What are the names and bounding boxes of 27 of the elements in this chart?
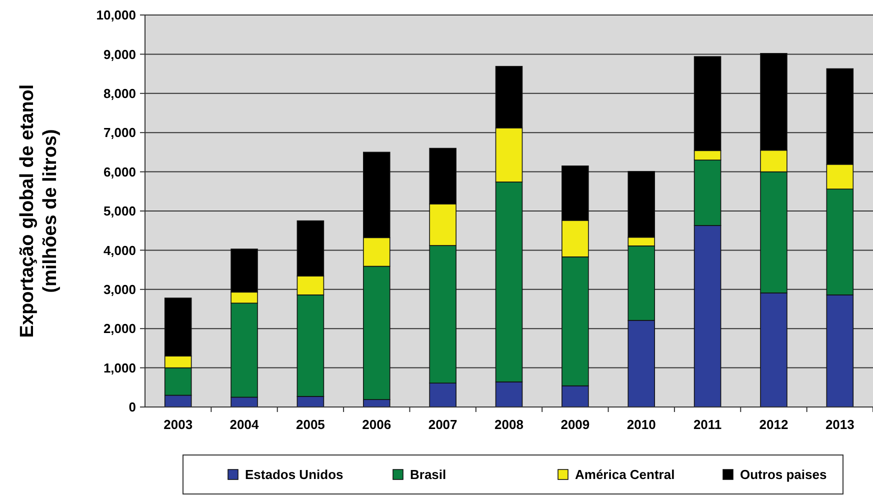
legend-label: Brasil — [410, 467, 446, 482]
y-tick-label: 1,000 — [103, 360, 136, 376]
x-tick-label: 2005 — [296, 417, 325, 432]
x-tick-label: 2011 — [693, 417, 722, 432]
y-tick-label: 10,000 — [96, 8, 136, 23]
x-tick-label: 2012 — [759, 417, 788, 432]
y-tick-label: 3,000 — [103, 282, 136, 297]
x-tick-label: 2013 — [825, 417, 854, 432]
x-tick-label: 2009 — [560, 417, 590, 432]
x-tick-label: 2008 — [494, 417, 524, 432]
y-tick-label: 4,000 — [103, 242, 136, 258]
x-tick-label: 2007 — [428, 417, 458, 432]
y-tick-label: 8,000 — [103, 86, 136, 101]
legend-label: Estados Unidos — [245, 467, 344, 482]
y-tick-label: 0 — [128, 400, 136, 415]
x-tick-label: 2004 — [230, 417, 260, 432]
y-tick-label: 7,000 — [103, 125, 136, 140]
y-tick-label: 5,000 — [103, 204, 136, 219]
legend-label: Outros paises — [740, 467, 827, 482]
y-axis-title: Exportação global de etanol (milhões de litros) — [17, 84, 61, 338]
y-tick-label: 6,000 — [103, 164, 136, 180]
x-tick-label: 2006 — [362, 417, 392, 432]
x-tick-label: 2010 — [626, 417, 656, 432]
legend-label: América Central — [575, 467, 675, 482]
y-tick-label: 2,000 — [103, 321, 136, 336]
y-tick-label: 9,000 — [103, 46, 136, 62]
x-tick-label: 2003 — [164, 417, 193, 432]
